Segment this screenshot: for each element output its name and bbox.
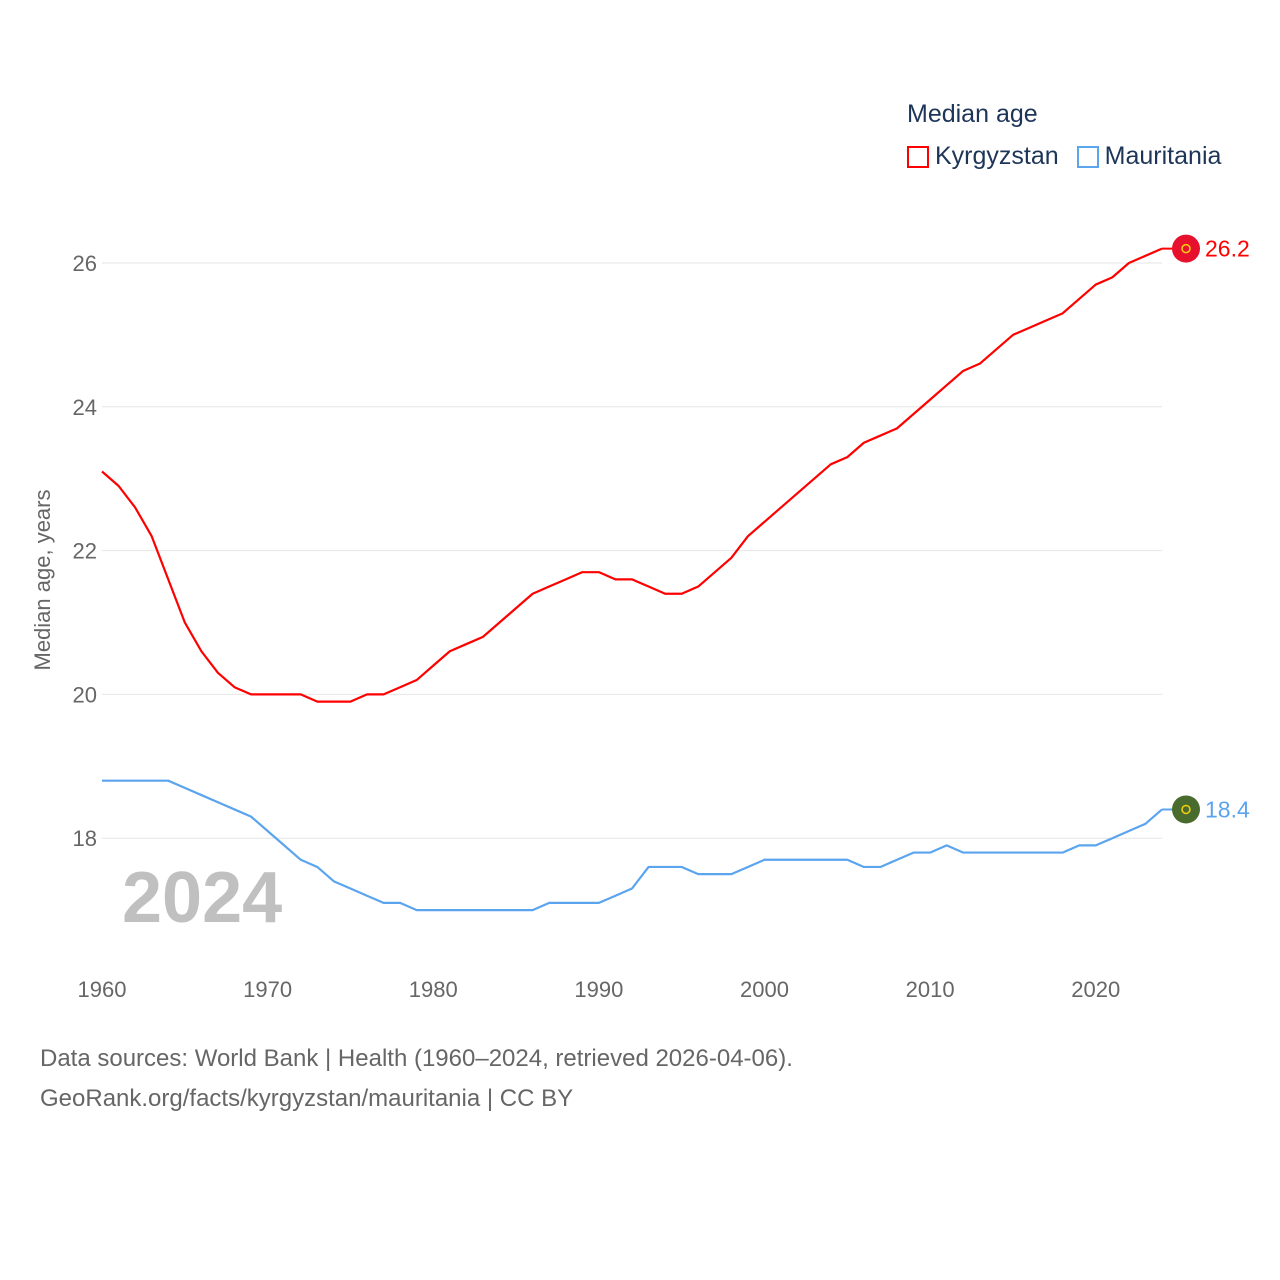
source-text: Data sources: World Bank | Health (1960–… xyxy=(40,1045,793,1072)
y-tick-label: 24 xyxy=(73,395,97,420)
flag-emblem-icon xyxy=(1181,804,1191,815)
flag-icon-mauritania xyxy=(1172,795,1200,824)
x-tick-label: 2020 xyxy=(1071,977,1120,1002)
source-link[interactable]: GeoRank.org/facts/kyrgyzstan/mauritania … xyxy=(40,1085,574,1112)
flag-emblem-icon xyxy=(1181,243,1191,254)
legend-swatch xyxy=(1076,145,1099,168)
legend-swatch xyxy=(907,145,929,168)
legend-item-kyrgyzstan[interactable]: Kyrgyzstan xyxy=(907,142,1059,171)
legend-label: Kyrgyzstan xyxy=(935,142,1059,170)
series-line-mauritania xyxy=(102,779,1163,912)
flag-icon-kyrgyzstan xyxy=(1172,234,1200,263)
end-value-label: 18.4 xyxy=(1205,796,1250,822)
y-tick-label: 18 xyxy=(73,826,97,851)
legend: Kyrgyzstan Mauritania xyxy=(907,142,1221,171)
y-tick-label: 20 xyxy=(73,682,97,707)
x-tick-label: 1970 xyxy=(243,977,292,1002)
year-watermark: 2024 xyxy=(122,858,282,938)
x-tick-label: 1980 xyxy=(409,977,458,1002)
y-axis-label: Median age, years xyxy=(30,490,55,671)
y-tick-label: 22 xyxy=(73,539,97,564)
y-tick-label: 26 xyxy=(73,251,97,276)
legend-item-mauritania[interactable]: Mauritania xyxy=(1076,142,1222,171)
legend-title: Median age xyxy=(907,100,1038,128)
x-tick-label: 2000 xyxy=(740,977,789,1002)
x-tick-label: 1960 xyxy=(78,977,127,1002)
x-tick-label: 2010 xyxy=(906,977,955,1002)
legend-label: Mauritania xyxy=(1104,142,1222,170)
end-value-label: 26.2 xyxy=(1205,236,1250,262)
series-line-kyrgyzstan xyxy=(101,247,1163,703)
x-tick-label: 1990 xyxy=(574,977,623,1002)
